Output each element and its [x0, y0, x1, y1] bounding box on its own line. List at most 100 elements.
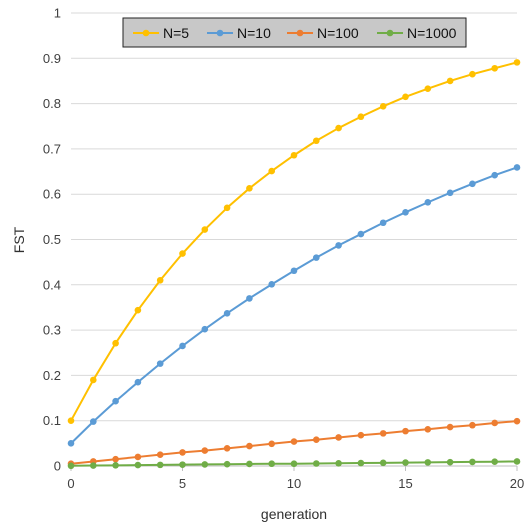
data-point [379, 459, 387, 467]
data-point [446, 458, 454, 466]
data-point [156, 451, 164, 458]
data-point [268, 460, 276, 468]
data-point [379, 219, 387, 227]
data-point [179, 461, 186, 468]
data-point [112, 462, 119, 469]
y-tick-label: 1 [54, 6, 61, 21]
data-point [513, 417, 521, 425]
data-point [469, 458, 476, 466]
y-tick-label: 0.4 [43, 277, 61, 292]
data-point [335, 459, 342, 467]
data-point [402, 93, 409, 101]
data-point [67, 417, 75, 425]
data-point [246, 295, 253, 302]
series-n-5 [67, 59, 521, 425]
y-axis-label: FST [11, 226, 27, 253]
series-line [70, 166, 518, 445]
legend: N=5 N=10 N=100 N=1000 [122, 17, 467, 48]
data-point [513, 164, 521, 171]
legend-box [122, 17, 467, 48]
data-point [67, 462, 75, 470]
data-point [513, 59, 521, 66]
series-n-100 [67, 417, 521, 468]
data-point [179, 250, 186, 257]
data-point [90, 376, 97, 384]
data-point [156, 360, 164, 367]
legend-marker [296, 29, 304, 37]
legend-marker [142, 29, 150, 37]
data-point [335, 124, 342, 132]
data-point [491, 64, 499, 72]
data-point [134, 453, 142, 461]
legend-label: N=1000 [407, 25, 457, 41]
y-tick-label: 0.5 [43, 232, 61, 247]
data-point [290, 267, 298, 275]
y-tick-label: 0.9 [43, 51, 61, 66]
data-point [446, 77, 454, 85]
data-point [223, 445, 231, 452]
data-point [446, 189, 454, 197]
y-tick-label: 0.6 [43, 187, 61, 202]
data-point [90, 418, 97, 425]
data-point [134, 378, 142, 386]
legend-item: N=5 [133, 25, 189, 41]
x-tick-label: 15 [398, 476, 412, 491]
data-point [379, 430, 387, 437]
data-point [402, 427, 409, 435]
data-point [223, 310, 231, 317]
data-point [223, 460, 231, 468]
data-point [313, 137, 320, 145]
data-point [313, 254, 320, 261]
y-tick-label: 0.7 [43, 141, 61, 156]
data-point [90, 462, 97, 469]
data-point [156, 276, 164, 284]
data-point [201, 447, 209, 454]
data-point [357, 431, 365, 439]
data-point [335, 242, 342, 249]
data-point [424, 85, 432, 92]
data-point [268, 440, 276, 448]
data-point [268, 281, 276, 288]
data-point [357, 113, 365, 121]
data-point [491, 419, 499, 427]
data-point [156, 461, 164, 469]
x-axis-label: generation [261, 506, 327, 522]
data-point [179, 342, 186, 350]
data-point [469, 180, 476, 188]
data-point [201, 461, 209, 468]
legend-marker [386, 29, 394, 37]
data-point [290, 460, 298, 468]
y-tick-label: 0.1 [43, 413, 61, 428]
data-point [313, 460, 320, 467]
x-tick-label: 20 [510, 476, 524, 491]
data-point [446, 423, 454, 431]
legend-label: N=100 [317, 25, 359, 41]
data-point [491, 458, 499, 465]
legend-label: N=10 [237, 25, 271, 41]
data-point [246, 442, 253, 450]
y-tick-label: 0 [54, 459, 61, 474]
series-lines [67, 59, 521, 470]
legend-marker [216, 29, 224, 37]
x-tick-label: 10 [287, 476, 301, 491]
data-point [402, 209, 409, 216]
data-point [201, 325, 209, 333]
x-tick-labels: 0 5 10 15 20 [67, 476, 524, 491]
series-n-10 [67, 164, 521, 447]
data-point [357, 459, 365, 467]
data-point [424, 459, 432, 466]
data-point [469, 70, 476, 78]
data-point [268, 167, 276, 175]
data-point [112, 339, 119, 347]
data-point [402, 459, 409, 466]
y-tick-label: 0.8 [43, 96, 61, 111]
data-point [313, 436, 320, 444]
legend-label: N=5 [163, 25, 189, 41]
data-point [513, 458, 521, 465]
data-point [223, 204, 231, 212]
data-point [290, 438, 298, 445]
data-point [201, 226, 209, 233]
data-point [179, 449, 186, 456]
